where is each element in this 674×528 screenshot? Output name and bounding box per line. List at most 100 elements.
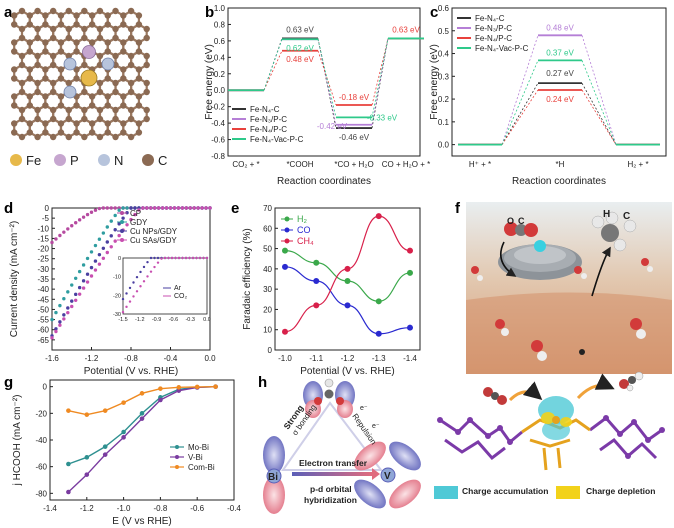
inset-y-tick-label: -20	[113, 293, 121, 299]
panel-f-ch4-molecule: H C	[591, 209, 637, 252]
carbon-atom	[34, 34, 41, 42]
carbon-atom	[65, 25, 72, 33]
nitrogen-atom	[101, 57, 115, 71]
n-legend-marker	[98, 154, 110, 166]
data-point	[50, 336, 54, 340]
data-point	[208, 206, 212, 210]
panel-d-chart: -1.6 -1.2 -0.8 -0.4 0.00-5-10-15-20-25-30-35…	[9, 204, 216, 377]
carbon-atom	[49, 79, 57, 87]
data-point	[74, 221, 78, 225]
data-point	[133, 212, 137, 217]
x-tick-label: *H	[556, 160, 565, 169]
panel-label-h: h	[258, 374, 267, 391]
data-point	[54, 310, 58, 315]
carbon-atom	[88, 21, 96, 28]
panel-label-d: d	[4, 200, 13, 217]
data-point	[62, 313, 66, 317]
panel-f-h-label: H	[603, 209, 610, 220]
carbon-atom	[127, 34, 135, 42]
data-point	[313, 259, 320, 266]
y-tick-label: 0.1	[438, 118, 450, 127]
inset-data-point	[121, 310, 125, 314]
data-point	[125, 206, 129, 210]
data-point	[62, 297, 66, 301]
carbon-atom	[11, 39, 18, 46]
data-point	[58, 303, 62, 308]
x-tick-label: -0.8	[124, 354, 138, 363]
carbon-atom	[57, 102, 65, 109]
carbon-atom	[34, 133, 41, 141]
carbon-atom	[34, 25, 41, 33]
data-point	[89, 265, 94, 270]
x-tick-label: -0.6	[190, 504, 204, 513]
y-tick-label: -55	[37, 316, 49, 325]
data-point	[188, 206, 192, 210]
carbon-atom	[127, 133, 135, 141]
y-axis-title: Faradaic efficiency (%)	[242, 228, 253, 330]
inset-y-tick-label: 0	[118, 256, 121, 262]
x-tick-label: H⁺ + *	[469, 160, 491, 169]
carbon-atom	[65, 133, 72, 141]
carbon-atom	[49, 7, 57, 15]
inset-y-tick-label: -10	[113, 275, 121, 281]
legend-label: Com-Bi	[188, 463, 215, 472]
x-tick-label: CO + H₂O + *	[382, 160, 430, 169]
data-point	[121, 216, 125, 220]
carbon-atom	[120, 12, 127, 19]
legend-label: GDY	[130, 218, 148, 227]
data-point	[180, 206, 185, 210]
y-tick-label: 0.4	[438, 50, 450, 59]
panel-label-a: a	[4, 4, 13, 21]
carbon-atom	[81, 34, 88, 42]
carbon-atom	[57, 48, 65, 55]
carbon-atom	[120, 21, 127, 28]
carbon-atom	[11, 102, 18, 109]
legend-label: CP	[130, 209, 141, 218]
y-tick-label: -35	[37, 275, 49, 284]
data-point	[54, 237, 58, 241]
panel-f-arrow-in	[500, 241, 517, 277]
energy-annotation: 0.63 eV	[286, 25, 314, 34]
data-point	[139, 416, 145, 421]
data-point	[66, 290, 70, 294]
data-point	[109, 206, 113, 210]
y-tick-label: -25	[37, 255, 49, 264]
inset-data-point	[177, 256, 181, 260]
data-point	[85, 272, 90, 276]
carbon-atom	[18, 79, 26, 87]
carbon-atom	[42, 66, 49, 73]
data-point	[121, 435, 126, 440]
y-tick-label: -10	[37, 224, 49, 233]
x-tick-label: -1.0	[278, 354, 292, 363]
data-point	[121, 206, 125, 210]
y-tick-label: -60	[37, 326, 49, 335]
carbon-atom	[135, 12, 143, 19]
panel-h-triangle	[281, 401, 384, 471]
carbon-atom	[143, 52, 150, 60]
data-point	[282, 247, 288, 254]
panel-h-charge-structure	[437, 396, 665, 471]
y-tick-label: 0	[45, 204, 50, 213]
y-tick-label: 1.0	[214, 4, 226, 13]
data-point	[141, 206, 145, 210]
inset-legend-label: Ar	[174, 285, 182, 292]
data-point	[93, 208, 98, 212]
data-point	[139, 391, 145, 396]
carbon-atom	[112, 79, 119, 87]
iron-atom	[80, 69, 98, 87]
data-point	[70, 283, 74, 287]
panel-e-chart: -1.0 -1.1 -1.2 -1.3 -1.4 0 10 20 30 40 50 60 70 Farad…	[242, 204, 421, 377]
panel-f-active-site	[534, 240, 546, 252]
carbon-atom	[42, 48, 49, 55]
carbon-atom	[96, 79, 104, 87]
inset-data-point	[195, 256, 198, 260]
data-point	[313, 278, 320, 285]
carbon-atom	[112, 52, 119, 60]
carbon-atom	[112, 7, 119, 15]
carbon-atom	[143, 115, 150, 123]
carbon-atom	[81, 133, 88, 141]
data-point	[58, 320, 62, 324]
inset-data-point	[142, 265, 146, 269]
inset-data-point	[198, 256, 202, 260]
carbon-atom	[11, 129, 18, 136]
